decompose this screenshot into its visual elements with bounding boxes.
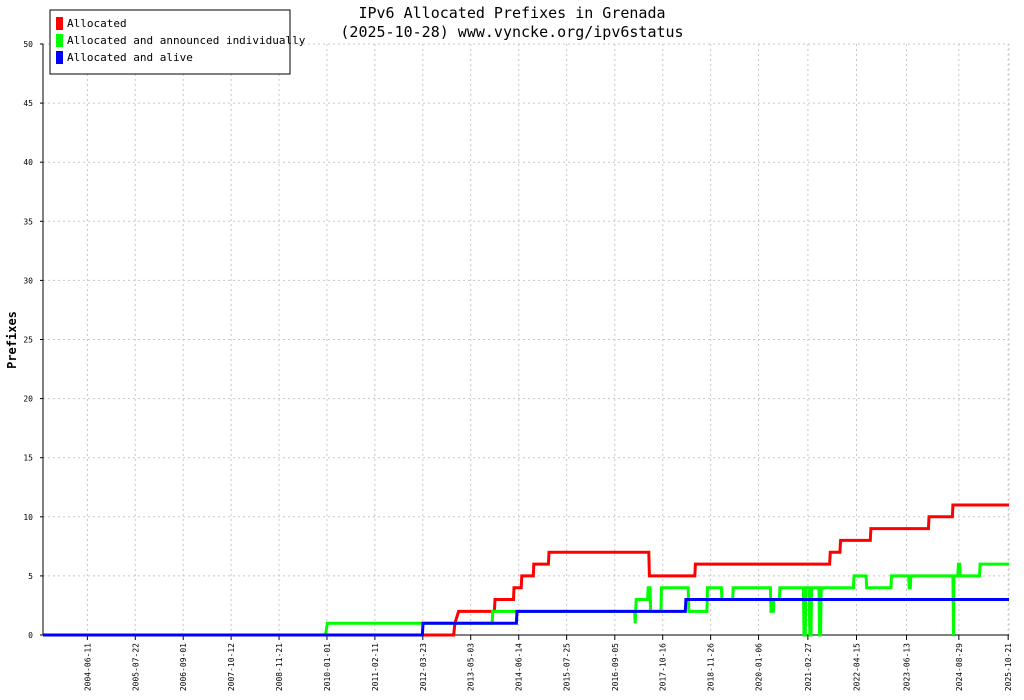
- y-tick-label: 40: [23, 158, 33, 167]
- x-tick-label: 2018-11-26: [707, 643, 716, 691]
- x-tick-label: 2007-10-12: [227, 643, 236, 691]
- x-tick-label: 2005-07-22: [131, 643, 140, 691]
- legend-swatch: [56, 17, 63, 30]
- allocated-line: [43, 503, 1009, 637]
- series-group: [43, 503, 1009, 637]
- x-tick-label: 2020-01-06: [755, 643, 764, 691]
- x-tick-label: 2025-10-21: [1004, 643, 1013, 691]
- x-tick-label: 2022-04-15: [853, 643, 862, 691]
- x-tick-label: 2013-05-03: [467, 643, 476, 691]
- chart-subtitle: (2025-10-28) www.vyncke.org/ipv6status: [340, 23, 683, 41]
- allocated-and-announced-individually-line: [43, 562, 1009, 637]
- legend-label: Allocated and announced individually: [67, 34, 306, 47]
- y-tick-label: 10: [23, 513, 33, 522]
- x-tick-label: 2023-06-13: [903, 643, 912, 691]
- legend-swatch: [56, 34, 63, 47]
- y-tick-label: 20: [23, 395, 33, 404]
- x-tick-label: 2024-08-29: [955, 643, 964, 691]
- chart-title: IPv6 Allocated Prefixes in Grenada: [358, 4, 665, 22]
- x-tick-label: 2008-11-21: [275, 643, 284, 691]
- legend-box: [49, 9, 291, 75]
- y-tick-label: 15: [23, 454, 33, 463]
- y-tick-label: 30: [23, 276, 33, 285]
- y-tick-label: 45: [23, 99, 33, 108]
- y-axis-label: Prefixes: [5, 311, 19, 369]
- x-tick-label: 2012-03-23: [419, 643, 428, 691]
- x-tick-label: 2004-06-11: [83, 643, 92, 691]
- legend-label: Allocated and alive: [67, 51, 193, 64]
- y-tick-label: 0: [28, 631, 33, 640]
- x-tick-label: 2006-09-01: [179, 643, 188, 691]
- y-tick-label: 25: [23, 336, 33, 345]
- x-tick-label: 2016-09-05: [611, 643, 620, 691]
- y-tick-label: 35: [23, 217, 33, 226]
- x-tick-label: 2011-02-11: [371, 643, 380, 691]
- allocated-and-alive-line: [43, 598, 1009, 637]
- x-tick-label: 2017-10-16: [659, 643, 668, 691]
- y-tick-label: 50: [23, 40, 33, 49]
- legend-swatch: [56, 51, 63, 64]
- x-tick-label: 2015-07-25: [563, 643, 572, 691]
- legend: Allocated Allocated and announced individ…: [49, 9, 306, 75]
- x-tick-label: 2021-02-27: [804, 643, 813, 691]
- legend-label: Allocated: [67, 17, 127, 30]
- y-tick-label: 5: [28, 572, 33, 581]
- x-tick-label: 2014-06-14: [515, 643, 524, 691]
- grid: [42, 43, 1010, 636]
- axes: 0 5 10 15 20 25 30 35 40 45 50 2004-06-11 2005-07-22…: [23, 40, 1013, 691]
- x-tick-label: 2010-01-01: [323, 643, 332, 691]
